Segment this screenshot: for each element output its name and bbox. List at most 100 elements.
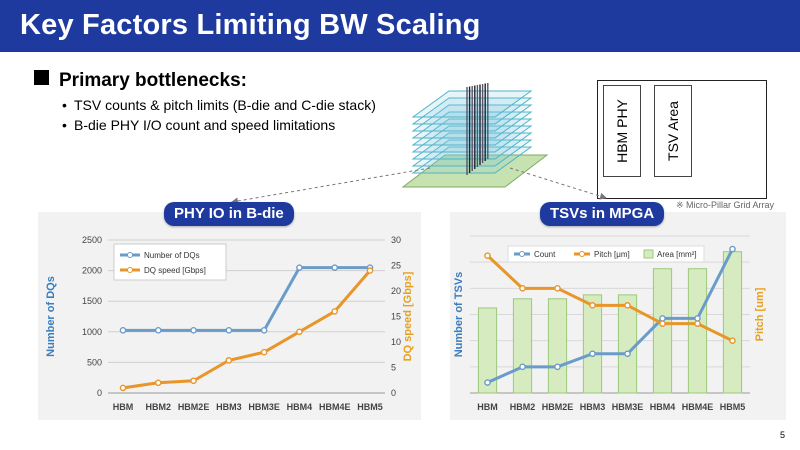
x-tick-label: HBM4E [319, 402, 351, 412]
legend-label: DQ speed [Gbps] [144, 266, 206, 275]
dq-count-point [225, 327, 233, 334]
y-tick-label-right: 20 [391, 286, 401, 296]
x-tick-label: HBM2 [510, 402, 536, 412]
y-axis-title-right: DQ speed [Gbps] [402, 271, 414, 361]
y-tick-label-right: 25 [391, 261, 401, 271]
bullet-list: TSV counts & pitch limits (B-die and C-d… [62, 97, 376, 137]
die-stack-illustration [401, 83, 549, 188]
area-bar [722, 251, 743, 394]
x-tick-label: HBM5 [720, 402, 746, 412]
bullet-item: TSV counts & pitch limits (B-die and C-d… [62, 97, 376, 117]
chart-legend [507, 245, 705, 263]
x-tick-label: HBM2E [542, 402, 574, 412]
die-floorplan-box [597, 80, 767, 199]
title-bar: Key Factors Limiting BW Scaling [0, 0, 800, 52]
tsv-count-point [694, 315, 701, 322]
dq-count-point [190, 327, 197, 334]
x-tick-label: HBM4E [682, 402, 714, 412]
legend-label: Pitch [μm] [594, 250, 630, 259]
x-tick-label: HBM3E [612, 402, 644, 412]
y-axis-title-left: Number of TSVs [453, 272, 465, 358]
y-tick-label-right: 5 [391, 363, 396, 373]
tsv-pitch-point [659, 320, 666, 327]
x-tick-label: HBM2 [146, 402, 172, 412]
x-tick-label: HBM [113, 402, 134, 412]
tsv-pitch-point [519, 285, 526, 292]
dq-speed-point [366, 267, 374, 274]
area-bar [547, 298, 568, 394]
phy-io-panel [38, 212, 421, 420]
hbm-phy-block: HBM PHY [603, 85, 641, 177]
x-tick-label: HBM3E [248, 402, 280, 412]
dq-speed-point [260, 348, 268, 356]
section-heading-text: Primary bottlenecks: [59, 70, 247, 91]
tsv-count-point [484, 379, 491, 386]
legend-marker-pitch [579, 251, 585, 257]
area-bar [652, 268, 673, 394]
x-tick-label: HBM5 [357, 402, 383, 412]
x-tick-label: HBM4 [287, 402, 313, 412]
dq-speed-point [331, 308, 339, 315]
dq-speed-line [122, 269, 372, 390]
tsv-pitch-point [589, 302, 596, 309]
dq-speed-point [296, 328, 303, 336]
mpga-footnote: ※ Micro-Pillar Grid Array [676, 200, 775, 210]
legend-marker-dq-speed [127, 267, 133, 273]
tsv-pitch-point [484, 252, 491, 259]
legend-marker-count [519, 251, 525, 257]
tsv-count-point [659, 315, 666, 322]
dq-speed-point [154, 379, 162, 387]
x-tick-label: HBM4 [650, 402, 676, 412]
slide-title: Key Factors Limiting BW Scaling [20, 9, 481, 41]
y-tick-label-left: 1500 [82, 296, 102, 306]
dq-count-point [296, 264, 303, 271]
tsv-area-label: TSV Area [665, 101, 681, 161]
y-tick-label-left: 0 [97, 388, 102, 398]
y-axis-title-right: Pitch [um] [754, 287, 766, 341]
dq-count-line [123, 266, 370, 332]
phy-io-panel-title: PHY IO in B-die [164, 202, 294, 226]
tsv-panel-title: TSVs in MPGA [540, 202, 665, 226]
bullet-item: B-die PHY I/O count and speed limitation… [62, 117, 376, 137]
y-tick-label-left: 2000 [82, 266, 102, 276]
y-tick-label-right: 10 [391, 337, 401, 347]
y-tick-label-right: 15 [391, 312, 401, 322]
tsv-pitch-line [486, 254, 734, 343]
chart-legend [113, 243, 227, 281]
x-tick-label: HBM2E [178, 402, 210, 412]
tsv-count-line [486, 248, 734, 384]
x-tick-label: HBM3 [580, 402, 606, 412]
legend-marker-dq-count [127, 252, 133, 258]
tsv-pitch-point [554, 285, 561, 292]
tsv-count-point [624, 350, 631, 358]
legend-swatch-area [643, 249, 654, 259]
page-number: 5 [780, 430, 786, 440]
legend-label: Area [mm²] [657, 250, 697, 259]
y-tick-label-left: 1000 [82, 327, 102, 337]
area-bar [477, 307, 498, 394]
x-tick-label: HBM3 [216, 402, 242, 412]
tsv-area-block: TSV Area [654, 85, 692, 177]
y-tick-label-left: 2500 [82, 235, 102, 245]
y-axis-title-left: Number of DQs [45, 276, 57, 357]
area-bar [512, 298, 533, 394]
hbm-phy-label: HBM PHY [614, 99, 630, 163]
dq-count-point [154, 327, 162, 334]
tsv-pitch-point [624, 302, 631, 309]
legend-label: Number of DQs [144, 251, 200, 260]
tsv-count-point [729, 245, 736, 253]
dq-count-point [119, 327, 127, 334]
tsv-count-point [589, 350, 596, 358]
y-tick-label-right: 30 [391, 235, 401, 245]
tsv-count-point [519, 363, 526, 371]
tsv-chart: HBM HBM2 HBM2E HBM3 HBM3E HBM4 HBM4E HBM5 Count P… [453, 235, 766, 412]
dq-count-point [260, 327, 268, 334]
dq-speed-point [225, 357, 233, 364]
section-heading: Primary bottlenecks: [34, 70, 247, 92]
dq-count-point [331, 264, 339, 271]
area-bar [582, 294, 603, 394]
tsv-pitch-point [729, 337, 736, 344]
phy-io-chart: 0 500 1000 1500 2000 2500 0 5 10 15 20 25 30 HBM HBM2 H… [45, 235, 414, 412]
dq-speed-point [119, 384, 127, 392]
tsv-count-point [554, 363, 561, 371]
